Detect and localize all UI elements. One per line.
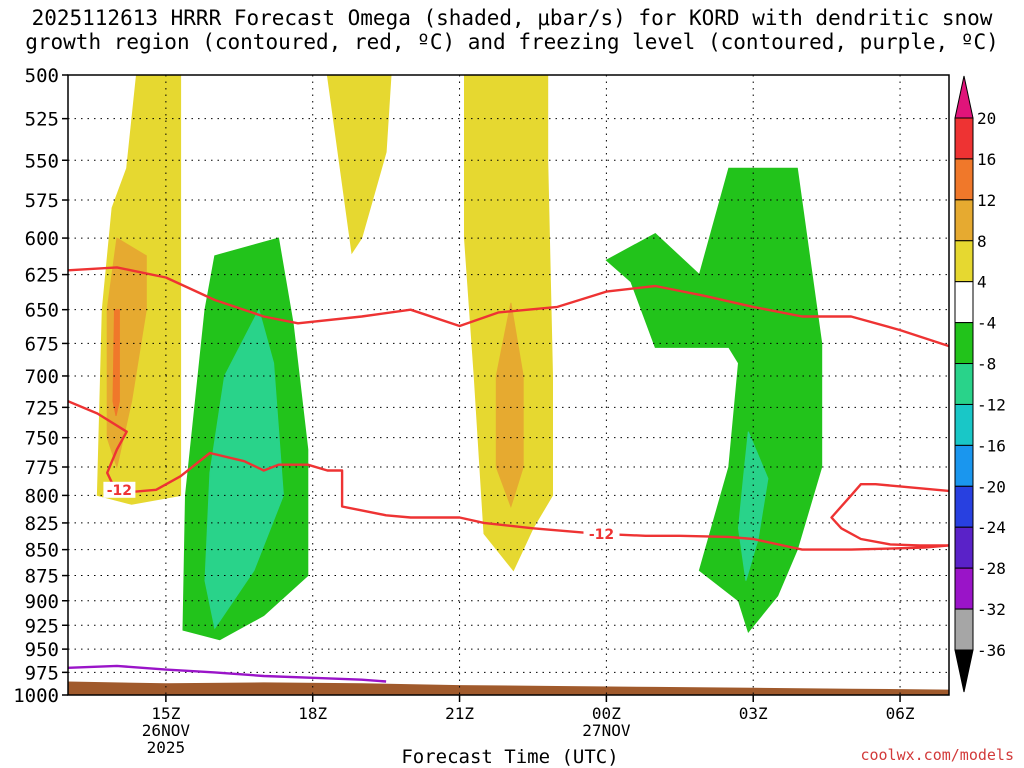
x-tick-label-0-1: 26NOV bbox=[142, 721, 191, 740]
colorbar-label-12: -32 bbox=[977, 600, 1006, 619]
colorbar-bin-4 bbox=[954, 281, 974, 324]
colorbar-bin-5 bbox=[954, 322, 974, 365]
colorbar-label-5: -4 bbox=[977, 314, 996, 333]
colorbar-bin-12 bbox=[954, 608, 974, 651]
omega-shading bbox=[96, 75, 823, 641]
y-tick-label-12: 800 bbox=[25, 485, 59, 507]
contour-label-1: -12 bbox=[589, 527, 614, 543]
contour-line-0 bbox=[68, 266, 949, 348]
x-tick-label-0-0: 15Z bbox=[151, 704, 180, 723]
y-tick-label-0: 500 bbox=[25, 65, 59, 87]
colorbar-bin-1 bbox=[954, 158, 974, 201]
colorbar-label-8: -16 bbox=[977, 436, 1006, 455]
y-tick-label-13: 825 bbox=[25, 513, 59, 535]
credit-link[interactable]: coolwx.com/models bbox=[860, 746, 1014, 764]
y-tick-label-7: 675 bbox=[25, 333, 59, 355]
colorbar-bin-10 bbox=[954, 526, 974, 569]
colorbar-bin-8 bbox=[954, 444, 974, 487]
contour-label-bg-1 bbox=[583, 524, 620, 543]
contour-label-left: -12 bbox=[107, 483, 132, 499]
y-tick-label-14: 850 bbox=[25, 540, 59, 562]
colorbar-label-1: 16 bbox=[977, 150, 996, 169]
colorbar-label-0: 20 bbox=[977, 109, 996, 128]
x-tick-label-5-0: 06Z bbox=[886, 704, 915, 723]
y-tick-label-8: 700 bbox=[25, 366, 59, 388]
contour-label-bg-left bbox=[103, 481, 136, 498]
omega-region-2 bbox=[112, 309, 120, 417]
colorbar-bin-2 bbox=[954, 199, 974, 242]
colorbar-bin-11 bbox=[954, 567, 974, 610]
x-tick-label-0-2: 2025 bbox=[147, 738, 186, 757]
colorbar-label-11: -28 bbox=[977, 559, 1006, 578]
y-tick-label-9: 725 bbox=[25, 397, 59, 419]
y-tick-label-15: 875 bbox=[25, 566, 59, 588]
title-line-1: 2025112613 HRRR Forecast Omega (shaded, … bbox=[31, 6, 993, 30]
x-axis-label: Forecast Time (UTC) bbox=[401, 746, 619, 768]
colorbar-label-2: 12 bbox=[977, 191, 996, 210]
terrain-fill bbox=[68, 681, 949, 695]
title-line-2: growth region (contoured, red, ºC) and f… bbox=[25, 30, 999, 54]
omega-region-8 bbox=[605, 167, 823, 634]
omega-region-9 bbox=[737, 431, 769, 581]
contour-line-2 bbox=[830, 483, 949, 547]
y-tick-label-19: 975 bbox=[25, 662, 59, 684]
y-tick-label-6: 650 bbox=[25, 300, 59, 322]
x-tick-label-2-0: 21Z bbox=[445, 704, 474, 723]
y-tick-label-2: 550 bbox=[25, 150, 59, 172]
colorbar-label-7: -12 bbox=[977, 395, 1006, 414]
colorbar-bin-9 bbox=[954, 485, 974, 528]
y-tick-label-16: 900 bbox=[25, 591, 59, 613]
y-tick-label-17: 925 bbox=[25, 615, 59, 637]
colorbar-bin-7 bbox=[954, 403, 974, 446]
colorbar-label-4: 4 bbox=[977, 273, 987, 292]
colorbar-label-3: 8 bbox=[977, 232, 987, 251]
colorbar-bin-0 bbox=[954, 117, 974, 160]
y-tick-label-1: 525 bbox=[25, 109, 59, 131]
colorbar-bin-6 bbox=[954, 363, 974, 405]
y-tick-label-5: 625 bbox=[25, 265, 59, 287]
colorbar-label-6: -8 bbox=[977, 355, 996, 374]
x-tick-label-4-0: 03Z bbox=[739, 704, 768, 723]
contour-line-3 bbox=[68, 664, 387, 683]
colorbar-bottom-arrow bbox=[954, 649, 974, 693]
y-tick-label-11: 775 bbox=[25, 457, 59, 479]
x-tick-label-3-1: 27NOV bbox=[582, 721, 631, 740]
colorbar-top-arrow bbox=[954, 75, 974, 119]
terrain bbox=[68, 681, 949, 695]
y-tick-label-3: 575 bbox=[25, 190, 59, 212]
omega-region-3 bbox=[326, 75, 392, 255]
colorbar-bin-3 bbox=[954, 240, 974, 283]
y-axis: 500 525 550 575 600 625 650 675 700 725 750 775 800 8… bbox=[13, 65, 68, 707]
y-tick-label-20: 1000 bbox=[13, 685, 59, 707]
plot-frame bbox=[67, 74, 950, 696]
x-tick-label-1-0: 18Z bbox=[298, 704, 327, 723]
y-tick-label-10: 750 bbox=[25, 428, 59, 450]
chart-title: 2025112613 HRRR Forecast Omega (shaded, … bbox=[0, 6, 1024, 54]
colorbar: 20 16 12 8 4 -4 -8 -12 -16 -20 -24 -28 -32 -36 bbox=[954, 75, 1006, 693]
colorbar-label-13: -36 bbox=[977, 641, 1006, 660]
colorbar-label-10: -24 bbox=[977, 518, 1006, 537]
y-tick-label-18: 950 bbox=[25, 639, 59, 661]
y-tick-label-4: 600 bbox=[25, 228, 59, 250]
colorbar-label-9: -20 bbox=[977, 477, 1006, 496]
x-tick-label-3-0: 00Z bbox=[592, 704, 621, 723]
contours: -12 -12 bbox=[68, 266, 949, 683]
